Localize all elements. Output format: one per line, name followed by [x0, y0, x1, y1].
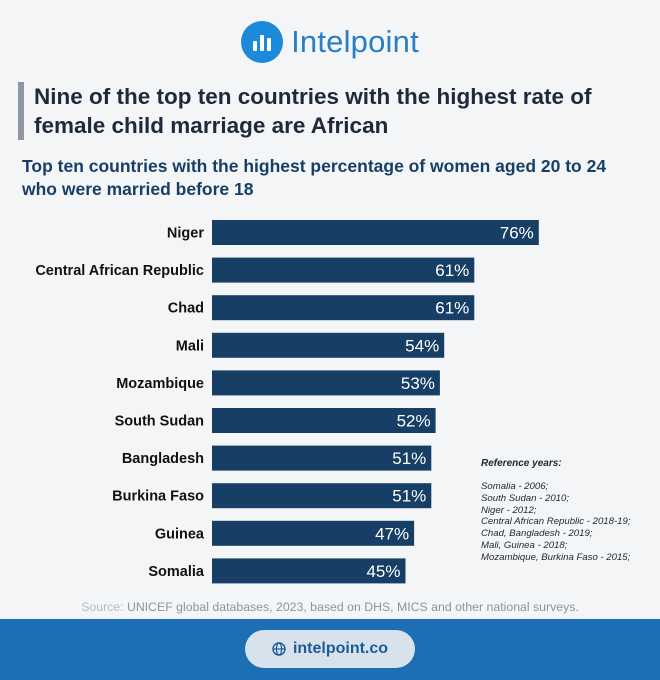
bar: [212, 370, 440, 396]
reference-years: Reference years: Somalia - 2006; South Su…: [481, 458, 659, 564]
bar: [212, 520, 415, 546]
category-label: Mozambique: [116, 376, 204, 392]
category-label: Guinea: [155, 526, 205, 542]
category-label: South Sudan: [115, 414, 204, 430]
bar-chart: Niger 76% Central African Republic 61% Chad 6…: [35, 220, 539, 584]
data-label: 51%: [392, 449, 426, 468]
category-label: Niger: [167, 226, 204, 242]
category-label: Burkina Faso: [112, 489, 204, 505]
chart-title: Top ten countries with the highest perce…: [22, 155, 652, 201]
reference-item: Central African Republic - 2018-19;: [481, 516, 631, 528]
source-prefix: Source:: [81, 600, 124, 614]
website-link[interactable]: intelpoint.co: [245, 630, 415, 668]
bar: [212, 332, 445, 358]
reference-item: Mali, Guinea - 2018;: [481, 539, 568, 551]
category-label: Mali: [176, 338, 204, 354]
headline: Nine of the top ten countries with the h…: [18, 82, 648, 140]
website-link-text: intelpoint.co: [292, 640, 389, 657]
bar-chart-logo-icon: [241, 21, 284, 63]
data-label: 76%: [500, 224, 534, 243]
data-label: 53%: [401, 374, 435, 393]
category-label: Bangladesh: [122, 451, 204, 467]
reference-item: Chad, Bangladesh - 2019;: [481, 528, 593, 540]
brand-name: Intelpoint: [291, 24, 419, 59]
category-label: Somalia: [148, 564, 205, 580]
source-note: Source: UNICEF global databases, 2023, b…: [0, 600, 660, 614]
globe-icon: [272, 642, 286, 656]
data-label: 61%: [435, 299, 469, 318]
data-label: 47%: [375, 524, 409, 543]
bar: [212, 220, 539, 245]
bar: [212, 257, 475, 283]
category-label: Chad: [168, 301, 204, 317]
footer-bar: intelpoint.co: [0, 619, 660, 680]
bar: [212, 558, 406, 584]
chart-title-line-2: who were married before 18: [22, 179, 254, 199]
data-label: 61%: [435, 261, 469, 280]
category-label: Central African Republic: [35, 263, 204, 279]
data-label: 52%: [397, 412, 431, 431]
bar: [212, 445, 432, 471]
reference-item: Mozambique, Burkina Faso - 2015;: [481, 551, 631, 563]
reference-item: Niger - 2012;: [481, 504, 537, 516]
bar: [212, 483, 432, 509]
data-label: 51%: [392, 487, 426, 506]
data-label: 45%: [366, 562, 400, 581]
headline-line-2: female child marriage are African: [34, 113, 389, 138]
reference-item: Somalia - 2006;: [481, 481, 549, 492]
reference-list: Somalia - 2006; South Sudan - 2010; Niger …: [481, 481, 659, 564]
brand-header: Intelpoint: [0, 18, 660, 66]
reference-title: Reference years:: [481, 458, 562, 469]
bar: [212, 295, 475, 321]
bar: [212, 408, 436, 433]
headline-line-1: Nine of the top ten countries with the h…: [34, 84, 592, 109]
data-label: 54%: [405, 336, 439, 355]
source-text: UNICEF global databases, 2023, based on …: [123, 600, 579, 614]
chart-title-line-1: Top ten countries with the highest perce…: [22, 156, 607, 176]
reference-item: South Sudan - 2010;: [481, 492, 570, 504]
